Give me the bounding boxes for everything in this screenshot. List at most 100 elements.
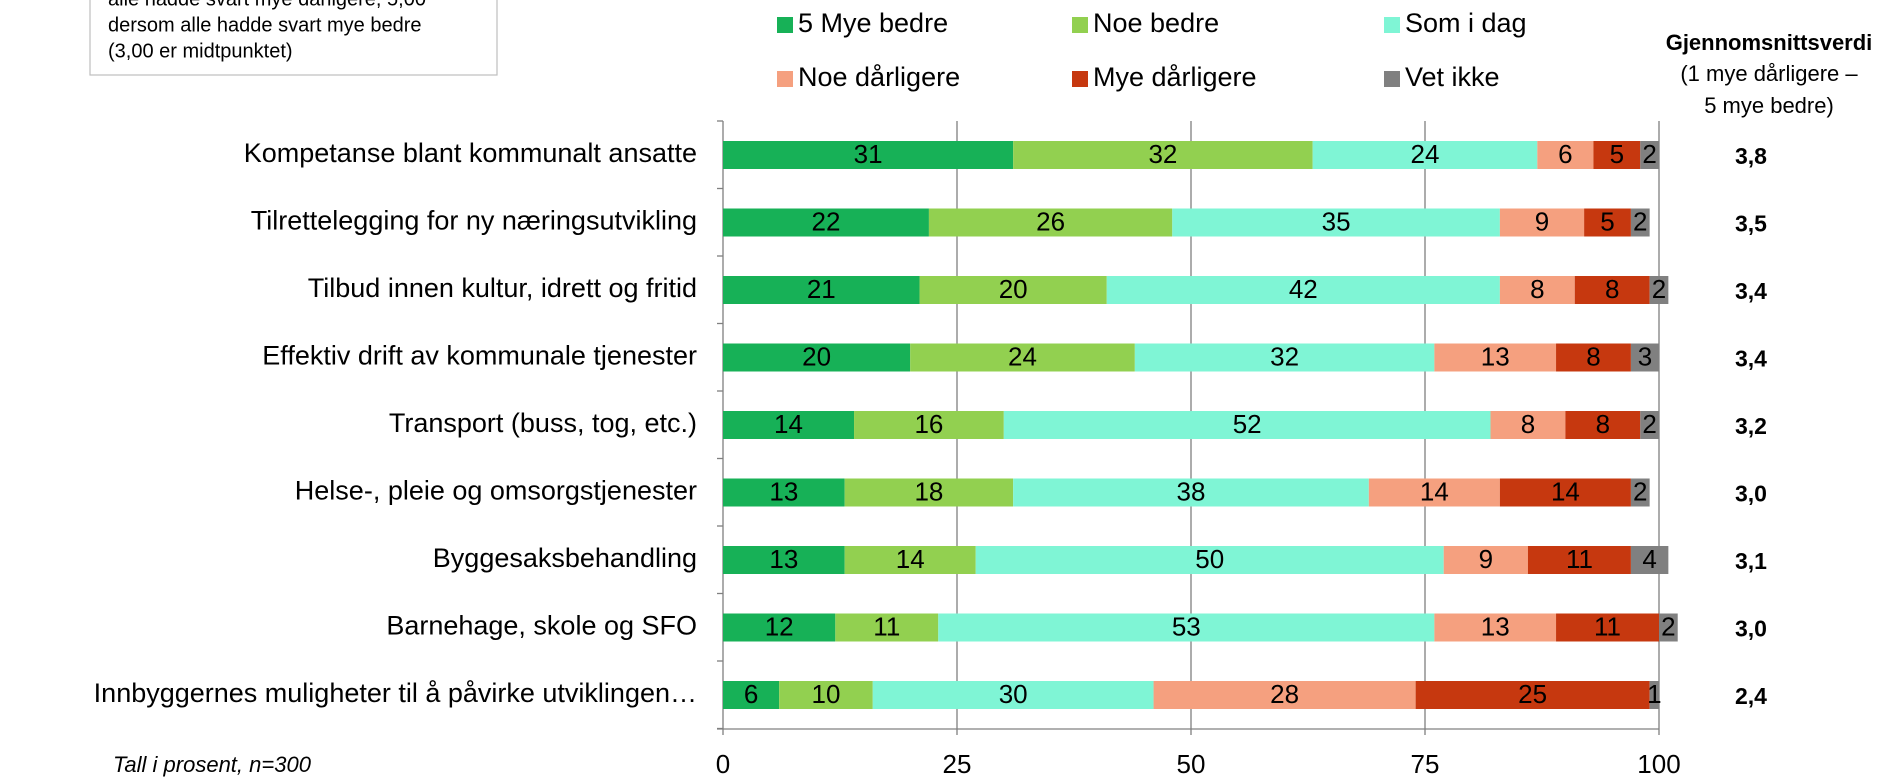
value-label: 13 <box>1481 341 1510 371</box>
x-tick-label: 100 <box>1637 749 1680 779</box>
value-label: 21 <box>807 274 836 304</box>
bar-segment <box>928 208 1173 237</box>
value-label: 12 <box>765 611 794 641</box>
value-label: 24 <box>1411 139 1440 169</box>
bar-segment <box>975 546 1444 574</box>
legend-label: Mye dårligere <box>1093 62 1257 92</box>
x-tick-label: 25 <box>943 749 972 779</box>
category-label: Effektiv drift av kommunale tjenester <box>262 341 697 371</box>
category-label: Barnehage, skole og SFO <box>386 611 697 641</box>
value-label: 52 <box>1233 409 1262 439</box>
bar-segment <box>854 411 1004 439</box>
bar-segment <box>1499 208 1585 237</box>
value-label: 2 <box>1633 206 1647 236</box>
value-label: 10 <box>811 679 840 709</box>
value-label: 8 <box>1530 274 1544 304</box>
value-label: 11 <box>1566 544 1593 574</box>
average-value: 3,5 <box>1735 211 1767 237</box>
value-label: 32 <box>1270 341 1299 371</box>
note-box <box>89 0 498 76</box>
value-label: 28 <box>1270 679 1299 709</box>
legend-label: Noe dårligere <box>798 62 960 92</box>
bar-segment <box>779 681 873 709</box>
average-value: 3,0 <box>1735 616 1767 642</box>
bar-segment <box>1659 613 1678 642</box>
average-subtitle: 5 mye bedre) <box>1704 93 1834 118</box>
value-label: 8 <box>1521 409 1535 439</box>
value-label: 11 <box>873 611 900 641</box>
bar-segment <box>1630 208 1650 237</box>
value-label: 2 <box>1652 274 1666 304</box>
value-label: 11 <box>1594 611 1621 641</box>
value-label: 9 <box>1535 206 1549 236</box>
bar-segment <box>723 276 920 304</box>
bar-segment <box>1368 478 1500 507</box>
bar-segment <box>1106 276 1500 304</box>
bar-segment <box>723 546 845 574</box>
bar-segment <box>1443 546 1528 574</box>
value-label: 35 <box>1322 206 1351 236</box>
average-value: 2,4 <box>1735 683 1767 709</box>
bar-segment <box>844 478 1014 507</box>
bar-segment <box>1649 681 1659 709</box>
bar-segment <box>1630 546 1669 574</box>
note-line: (3,00 er midtpunktet) <box>108 40 293 62</box>
category-label: Kompetanse blant kommunalt ansatte <box>244 138 697 168</box>
value-label: 8 <box>1596 409 1610 439</box>
bar-segment <box>723 141 1014 169</box>
bar-segment <box>1499 276 1575 304</box>
bar-segment <box>1490 411 1566 439</box>
value-label: 3 <box>1638 341 1652 371</box>
bar-segment <box>1172 208 1500 237</box>
category-label: Transport (buss, tog, etc.) <box>389 408 697 438</box>
bar-segment <box>1415 681 1650 709</box>
bar-segment <box>1584 208 1631 237</box>
bar-segment <box>1565 411 1641 439</box>
average-value: 3,4 <box>1735 278 1767 304</box>
average-value: 3,8 <box>1735 143 1767 169</box>
bar-segment <box>1649 276 1669 304</box>
value-label: 31 <box>854 139 883 169</box>
average-value: 3,4 <box>1735 346 1767 372</box>
average-value: 3,0 <box>1735 481 1767 507</box>
average-value: 3,1 <box>1735 548 1767 574</box>
bar-segment <box>1556 613 1659 642</box>
legend-swatch <box>1072 71 1088 87</box>
bar-segment <box>723 208 929 237</box>
bar-segment <box>723 613 836 642</box>
bar-segment <box>910 343 1135 372</box>
bar-segment <box>1013 141 1313 169</box>
value-label: 4 <box>1642 544 1656 574</box>
bar-segment <box>1527 546 1631 574</box>
legend-swatch <box>1072 17 1088 33</box>
value-label: 32 <box>1148 139 1177 169</box>
value-label: 2 <box>1633 476 1647 506</box>
value-label: 2 <box>1642 409 1656 439</box>
legend-label: 5 Mye bedre <box>798 8 948 38</box>
value-label: 42 <box>1289 274 1318 304</box>
value-label: 13 <box>1481 611 1510 641</box>
bar-segment <box>1499 478 1631 507</box>
legend-label: Vet ikke <box>1405 62 1500 92</box>
bar-segment <box>723 681 780 709</box>
bar-segment <box>1630 343 1659 372</box>
bar-segment <box>723 478 845 507</box>
legend-label: Som i dag <box>1405 8 1527 38</box>
average-subtitle: (1 mye dårligere – <box>1680 61 1858 86</box>
legend-swatch <box>777 17 793 33</box>
value-label: 18 <box>914 476 943 506</box>
value-label: 13 <box>769 476 798 506</box>
bar-segment <box>1434 613 1557 642</box>
value-label: 9 <box>1479 544 1493 574</box>
bar-segment <box>1537 141 1594 169</box>
value-label: 25 <box>1518 679 1547 709</box>
value-label: 8 <box>1586 341 1600 371</box>
value-label: 13 <box>769 544 798 574</box>
x-tick-label: 75 <box>1411 749 1440 779</box>
category-label: Byggesaksbehandling <box>433 543 697 573</box>
bar-segment <box>1640 141 1659 169</box>
value-label: 2 <box>1642 139 1656 169</box>
bar-segment <box>1312 141 1538 169</box>
bar-segment <box>1630 478 1650 507</box>
value-label: 30 <box>999 679 1028 709</box>
